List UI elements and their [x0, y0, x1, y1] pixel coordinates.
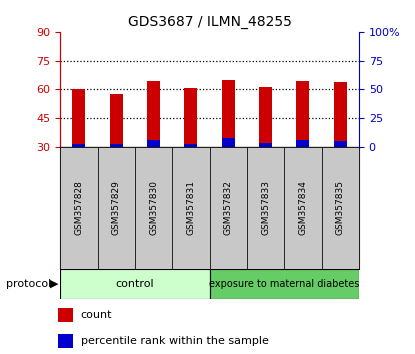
- Bar: [135, 147, 172, 269]
- Bar: [296, 81, 310, 140]
- Text: GSM357835: GSM357835: [336, 181, 345, 235]
- Text: percentile rank within the sample: percentile rank within the sample: [81, 336, 269, 346]
- Text: exposure to maternal diabetes: exposure to maternal diabetes: [209, 279, 359, 289]
- Bar: [284, 147, 322, 269]
- Bar: [322, 147, 359, 269]
- Text: GSM357828: GSM357828: [74, 181, 83, 235]
- Bar: [210, 147, 247, 269]
- Bar: [222, 80, 235, 138]
- Bar: [296, 140, 310, 147]
- Text: GSM357831: GSM357831: [186, 181, 195, 235]
- Bar: [259, 87, 272, 143]
- Bar: [60, 269, 210, 299]
- Bar: [222, 138, 235, 147]
- Text: GSM357830: GSM357830: [149, 181, 158, 235]
- Bar: [184, 88, 198, 144]
- Bar: [184, 144, 198, 147]
- Bar: [110, 94, 123, 144]
- Text: GSM357832: GSM357832: [224, 181, 233, 235]
- Bar: [334, 82, 347, 141]
- Bar: [58, 333, 73, 348]
- Bar: [147, 81, 160, 140]
- Text: control: control: [115, 279, 154, 289]
- Bar: [60, 147, 98, 269]
- Bar: [172, 147, 210, 269]
- Text: protocol: protocol: [6, 279, 51, 289]
- Title: GDS3687 / ILMN_48255: GDS3687 / ILMN_48255: [128, 16, 291, 29]
- Text: GSM357829: GSM357829: [112, 181, 121, 235]
- Text: ▶: ▶: [50, 279, 58, 289]
- Bar: [210, 269, 359, 299]
- Text: count: count: [81, 310, 112, 320]
- Bar: [72, 89, 85, 144]
- Text: GSM357833: GSM357833: [261, 181, 270, 235]
- Bar: [247, 147, 284, 269]
- Text: GSM357834: GSM357834: [298, 181, 308, 235]
- Bar: [110, 144, 123, 147]
- Bar: [147, 140, 160, 147]
- Bar: [58, 308, 73, 322]
- Bar: [98, 147, 135, 269]
- Bar: [72, 144, 85, 147]
- Bar: [334, 141, 347, 147]
- Bar: [259, 143, 272, 147]
